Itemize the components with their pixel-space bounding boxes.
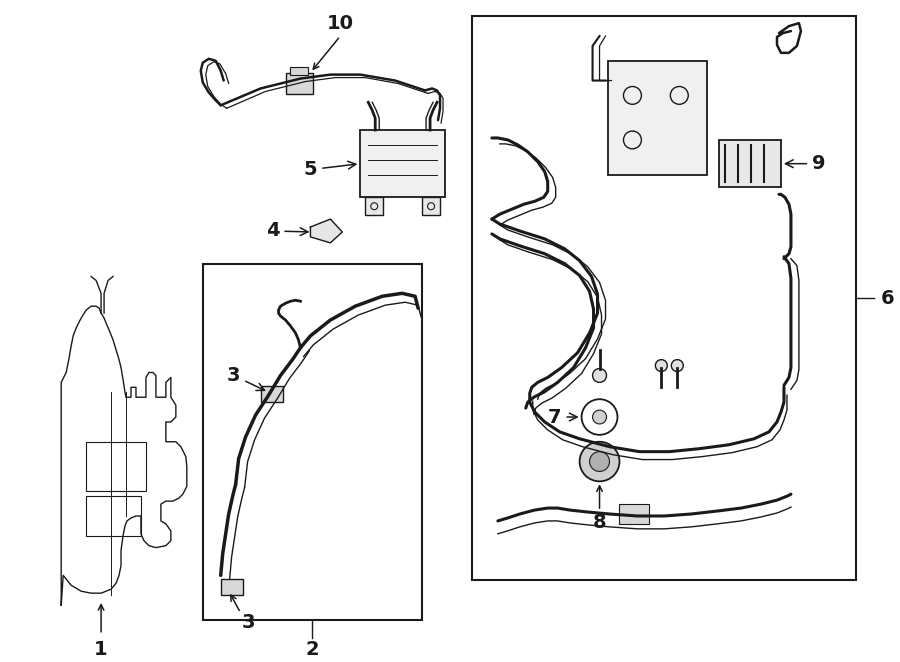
Text: 5: 5 [303,160,356,179]
Circle shape [655,359,667,371]
Bar [86,496,141,536]
Bar [202,263,422,620]
Text: 3: 3 [227,366,265,391]
Text: 2: 2 [306,640,319,659]
Bar [365,197,383,215]
Bar [472,17,856,581]
Text: 3: 3 [242,614,256,632]
Text: 9: 9 [786,154,825,173]
Bar [719,140,781,187]
Circle shape [590,451,609,471]
Bar [261,387,283,402]
Bar [422,197,440,215]
Text: 4: 4 [266,222,308,240]
Circle shape [671,359,683,371]
Text: 7: 7 [548,408,577,426]
Circle shape [592,410,607,424]
Bar [285,73,313,95]
Text: 10: 10 [327,14,354,32]
Bar [220,579,243,595]
Text: 1: 1 [94,640,108,659]
Bar [619,504,650,524]
Circle shape [580,442,619,481]
Text: 8: 8 [593,514,607,532]
Circle shape [581,399,617,435]
Polygon shape [310,219,342,243]
Bar [86,442,146,491]
Bar [360,130,445,197]
Bar [291,67,309,75]
Text: 6: 6 [881,289,895,308]
Circle shape [592,369,607,383]
Bar [608,61,707,175]
